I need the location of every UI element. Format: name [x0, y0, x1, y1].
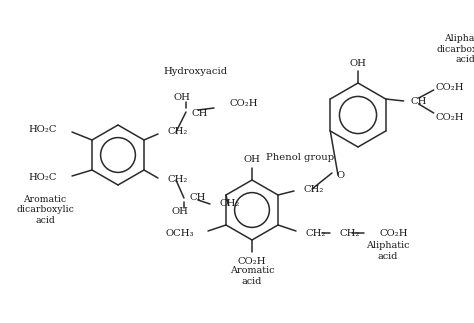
Text: Aromatic
acid: Aromatic acid: [230, 266, 274, 286]
Text: HO₂C: HO₂C: [28, 173, 57, 182]
Text: Aliphatic
dicarboxylic
acid: Aliphatic dicarboxylic acid: [437, 34, 474, 64]
Text: Aliphatic
acid: Aliphatic acid: [366, 241, 410, 261]
Text: CO₂H: CO₂H: [380, 228, 409, 237]
Text: CO₂H: CO₂H: [436, 82, 464, 91]
Text: CH₂: CH₂: [168, 128, 188, 137]
Text: CO₂H: CO₂H: [436, 112, 464, 121]
Text: CO₂H: CO₂H: [230, 99, 258, 109]
Text: O: O: [337, 171, 345, 180]
Text: OH: OH: [172, 207, 189, 216]
Text: CH₂: CH₂: [340, 228, 360, 237]
Text: CH: CH: [192, 109, 209, 119]
Text: HO₂C: HO₂C: [28, 126, 57, 134]
Text: OH: OH: [244, 155, 260, 164]
Text: Aromatic
dicarboxylic
acid: Aromatic dicarboxylic acid: [16, 195, 74, 225]
Text: CH₂: CH₂: [304, 184, 324, 193]
Text: Hydroxyacid: Hydroxyacid: [164, 68, 228, 77]
Text: OCH₃: OCH₃: [165, 228, 194, 237]
Text: CO₂H: CO₂H: [238, 257, 266, 266]
Text: CH₂: CH₂: [168, 175, 188, 184]
Text: Phenol group: Phenol group: [266, 153, 334, 162]
Text: OH: OH: [173, 93, 191, 102]
Text: OH: OH: [349, 58, 366, 68]
Text: CH₂: CH₂: [306, 228, 327, 237]
Text: CH: CH: [410, 97, 427, 106]
Text: CH: CH: [190, 193, 206, 203]
Text: CH₂: CH₂: [220, 200, 240, 209]
